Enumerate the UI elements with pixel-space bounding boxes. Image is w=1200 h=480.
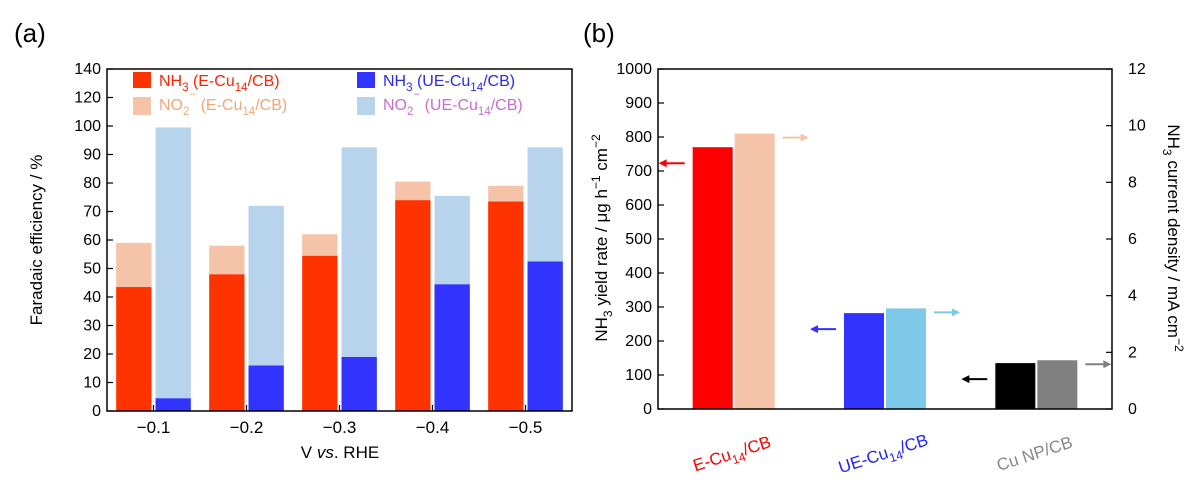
panel-b-right-arrow-head xyxy=(800,133,809,142)
panel-b-x-tick-label: UE-Cu14/CB xyxy=(836,430,932,480)
panel-b-bar-yield xyxy=(692,147,733,409)
panel-b-y-tick-label: 1000 xyxy=(616,61,652,78)
panel-b-y-tick-label: 800 xyxy=(625,129,652,146)
panel-a-x-tick-label: −0.2 xyxy=(230,418,264,437)
panel-a-bar xyxy=(116,242,152,288)
panel-a-x-tick-label: −0.1 xyxy=(137,418,171,437)
panel-b-y-tick-label: 500 xyxy=(625,231,652,248)
panel-b-x-ticks: E-Cu14/CB UE-Cu14/CB Cu NP/CB xyxy=(691,430,1075,480)
panel-a-bar xyxy=(302,255,338,411)
panel-b-y2-tick-label: 8 xyxy=(1128,174,1137,191)
panel-a-y-tick-label: 50 xyxy=(83,261,101,278)
panel-a-y-tick-label: 100 xyxy=(74,118,101,135)
panel-b-y-tick-label: 400 xyxy=(625,265,652,282)
panel-a-bar xyxy=(434,195,470,285)
panel-a-bar xyxy=(395,181,431,201)
panel-a-x-tick-label: −0.4 xyxy=(416,418,450,437)
panel-b-y-axis-label: NH3 yield rate / μg h−1 cm−2 xyxy=(589,134,615,342)
panel-b-bar-yield xyxy=(844,313,884,409)
panel-a-legend-label: NO2− (E-Cu14/CB) xyxy=(159,89,287,118)
panel-b-right-arrow-head xyxy=(952,308,960,317)
panel-b-y2-ticks: 0 2 4 6 8 10 12 xyxy=(1106,61,1146,418)
panel-a-legend-swatch xyxy=(133,97,151,115)
panel-a-legend-swatch xyxy=(133,72,151,88)
panel-a-legend-swatch xyxy=(357,72,375,88)
panel-b-y-tick-label: 300 xyxy=(625,299,652,316)
panel-b-x-tick-label: Cu NP/CB xyxy=(994,433,1074,475)
panel-b-left-arrow-head xyxy=(658,159,667,168)
panel-a-x-tick-label: −0.5 xyxy=(509,418,543,437)
panel-a-y-axis-label: Faradaic efficiency / % xyxy=(27,155,46,326)
panel-a-bar xyxy=(527,261,563,411)
panel-a-x-ticks: −0.1 −0.2 −0.3 −0.4 −0.5 xyxy=(137,405,543,437)
panel-a-y-tick-label: 90 xyxy=(83,147,101,164)
panel-a-y-tick-label: 80 xyxy=(83,175,101,192)
panel-a-y-tick-label: 140 xyxy=(74,61,101,78)
panel-b-y-tick-label: 0 xyxy=(643,401,652,418)
panel-b-y2-tick-label: 0 xyxy=(1128,401,1137,418)
panel-a-y-tick-label: 60 xyxy=(83,232,101,249)
panel-a-bar xyxy=(434,284,470,411)
panel-a-bar xyxy=(248,205,284,366)
panel-a-y-tick-label: 0 xyxy=(92,403,101,420)
panel-a-y-tick-label: 40 xyxy=(83,289,101,306)
panel-a-x-axis-label: V vs. RHE xyxy=(301,443,379,462)
panel-b-bar-yield xyxy=(995,363,1036,409)
panel-a-legend-label: NH3 (E-Cu14/CB) xyxy=(159,73,280,94)
panel-b-bar-current xyxy=(1037,360,1078,409)
panel-b-right-arrow-head xyxy=(1103,360,1112,369)
panel-a-legend-swatch xyxy=(357,97,375,115)
panel-a-bar xyxy=(248,365,284,411)
panel-b: (b) 0 100 200 300 400 500 600 700 800 900 1000 0 2 4… xyxy=(583,18,1186,480)
panel-a-plot-frame xyxy=(106,68,573,412)
panel-a-y-tick-label: 10 xyxy=(83,375,101,392)
panel-a-bars xyxy=(116,127,563,411)
panel-a-y-tick-label: 30 xyxy=(83,318,101,335)
panel-b-y2-tick-label: 2 xyxy=(1128,344,1137,361)
panel-b-y-tick-label: 600 xyxy=(625,197,652,214)
panel-a-bar xyxy=(488,185,524,202)
panel-a-y-tick-label: 20 xyxy=(83,346,101,363)
panel-a-x-tick-label: −0.3 xyxy=(323,418,357,437)
panel-a-legend-label: NH3 (UE-Cu14/CB) xyxy=(383,73,515,94)
panel-a-y-tick-label: 70 xyxy=(83,204,101,221)
panel-a-bar xyxy=(527,147,563,262)
panel-a-legend: NH3 (E-Cu14/CB)NO2− (E-Cu14/CB) NH3 (UE-C… xyxy=(133,72,523,118)
panel-a-bar xyxy=(395,200,431,411)
panel-b-label: (b) xyxy=(583,18,615,48)
panel-b-y-tick-label: 700 xyxy=(625,163,652,180)
panel-b-x-tick-label: E-Cu14/CB xyxy=(691,432,775,479)
panel-b-bars xyxy=(692,133,1078,409)
panel-a-bar xyxy=(341,147,377,357)
panel-a-bar xyxy=(155,398,191,411)
panel-b-y-tick-label: 200 xyxy=(625,333,652,350)
panel-a-label: (a) xyxy=(14,18,46,48)
panel-a-bar xyxy=(116,287,152,411)
panel-b-left-arrow-head xyxy=(961,375,970,384)
panel-a-bar xyxy=(155,127,191,399)
panel-b-y2-tick-label: 6 xyxy=(1128,231,1137,248)
panel-b-plot-frame xyxy=(657,68,1113,410)
panel-a-y-ticks: 0 10 20 30 40 50 60 70 80 90 100 120 140 xyxy=(74,61,113,420)
panel-a-bar xyxy=(209,274,245,411)
panel-b-bar-current xyxy=(734,133,775,409)
panel-b-y2-axis-label: NH3 current density / mA cm−2 xyxy=(1160,124,1186,352)
panel-b-left-arrow-head xyxy=(810,325,818,334)
panel-b-y2-tick-label: 4 xyxy=(1128,288,1137,305)
panel-a-bar xyxy=(488,201,524,411)
panel-b-y2-tick-label: 10 xyxy=(1128,118,1146,135)
panel-b-y2-tick-label: 12 xyxy=(1128,61,1146,78)
panel-b-bar-current xyxy=(886,308,926,409)
panel-a-bar xyxy=(302,234,338,256)
panel-b-y-ticks: 0 100 200 300 400 500 600 700 800 900 1000 xyxy=(616,61,664,418)
panel-a-legend-label: NO2− (UE-Cu14/CB) xyxy=(383,89,523,118)
panel-b-y-tick-label: 900 xyxy=(625,95,652,112)
panel-b-axis-arrows xyxy=(658,133,1112,384)
panel-a-y-tick-label: 120 xyxy=(74,90,101,107)
panel-b-y-tick-label: 100 xyxy=(625,367,652,384)
panel-a-bar xyxy=(209,245,245,275)
panel-a-bar xyxy=(341,356,377,411)
